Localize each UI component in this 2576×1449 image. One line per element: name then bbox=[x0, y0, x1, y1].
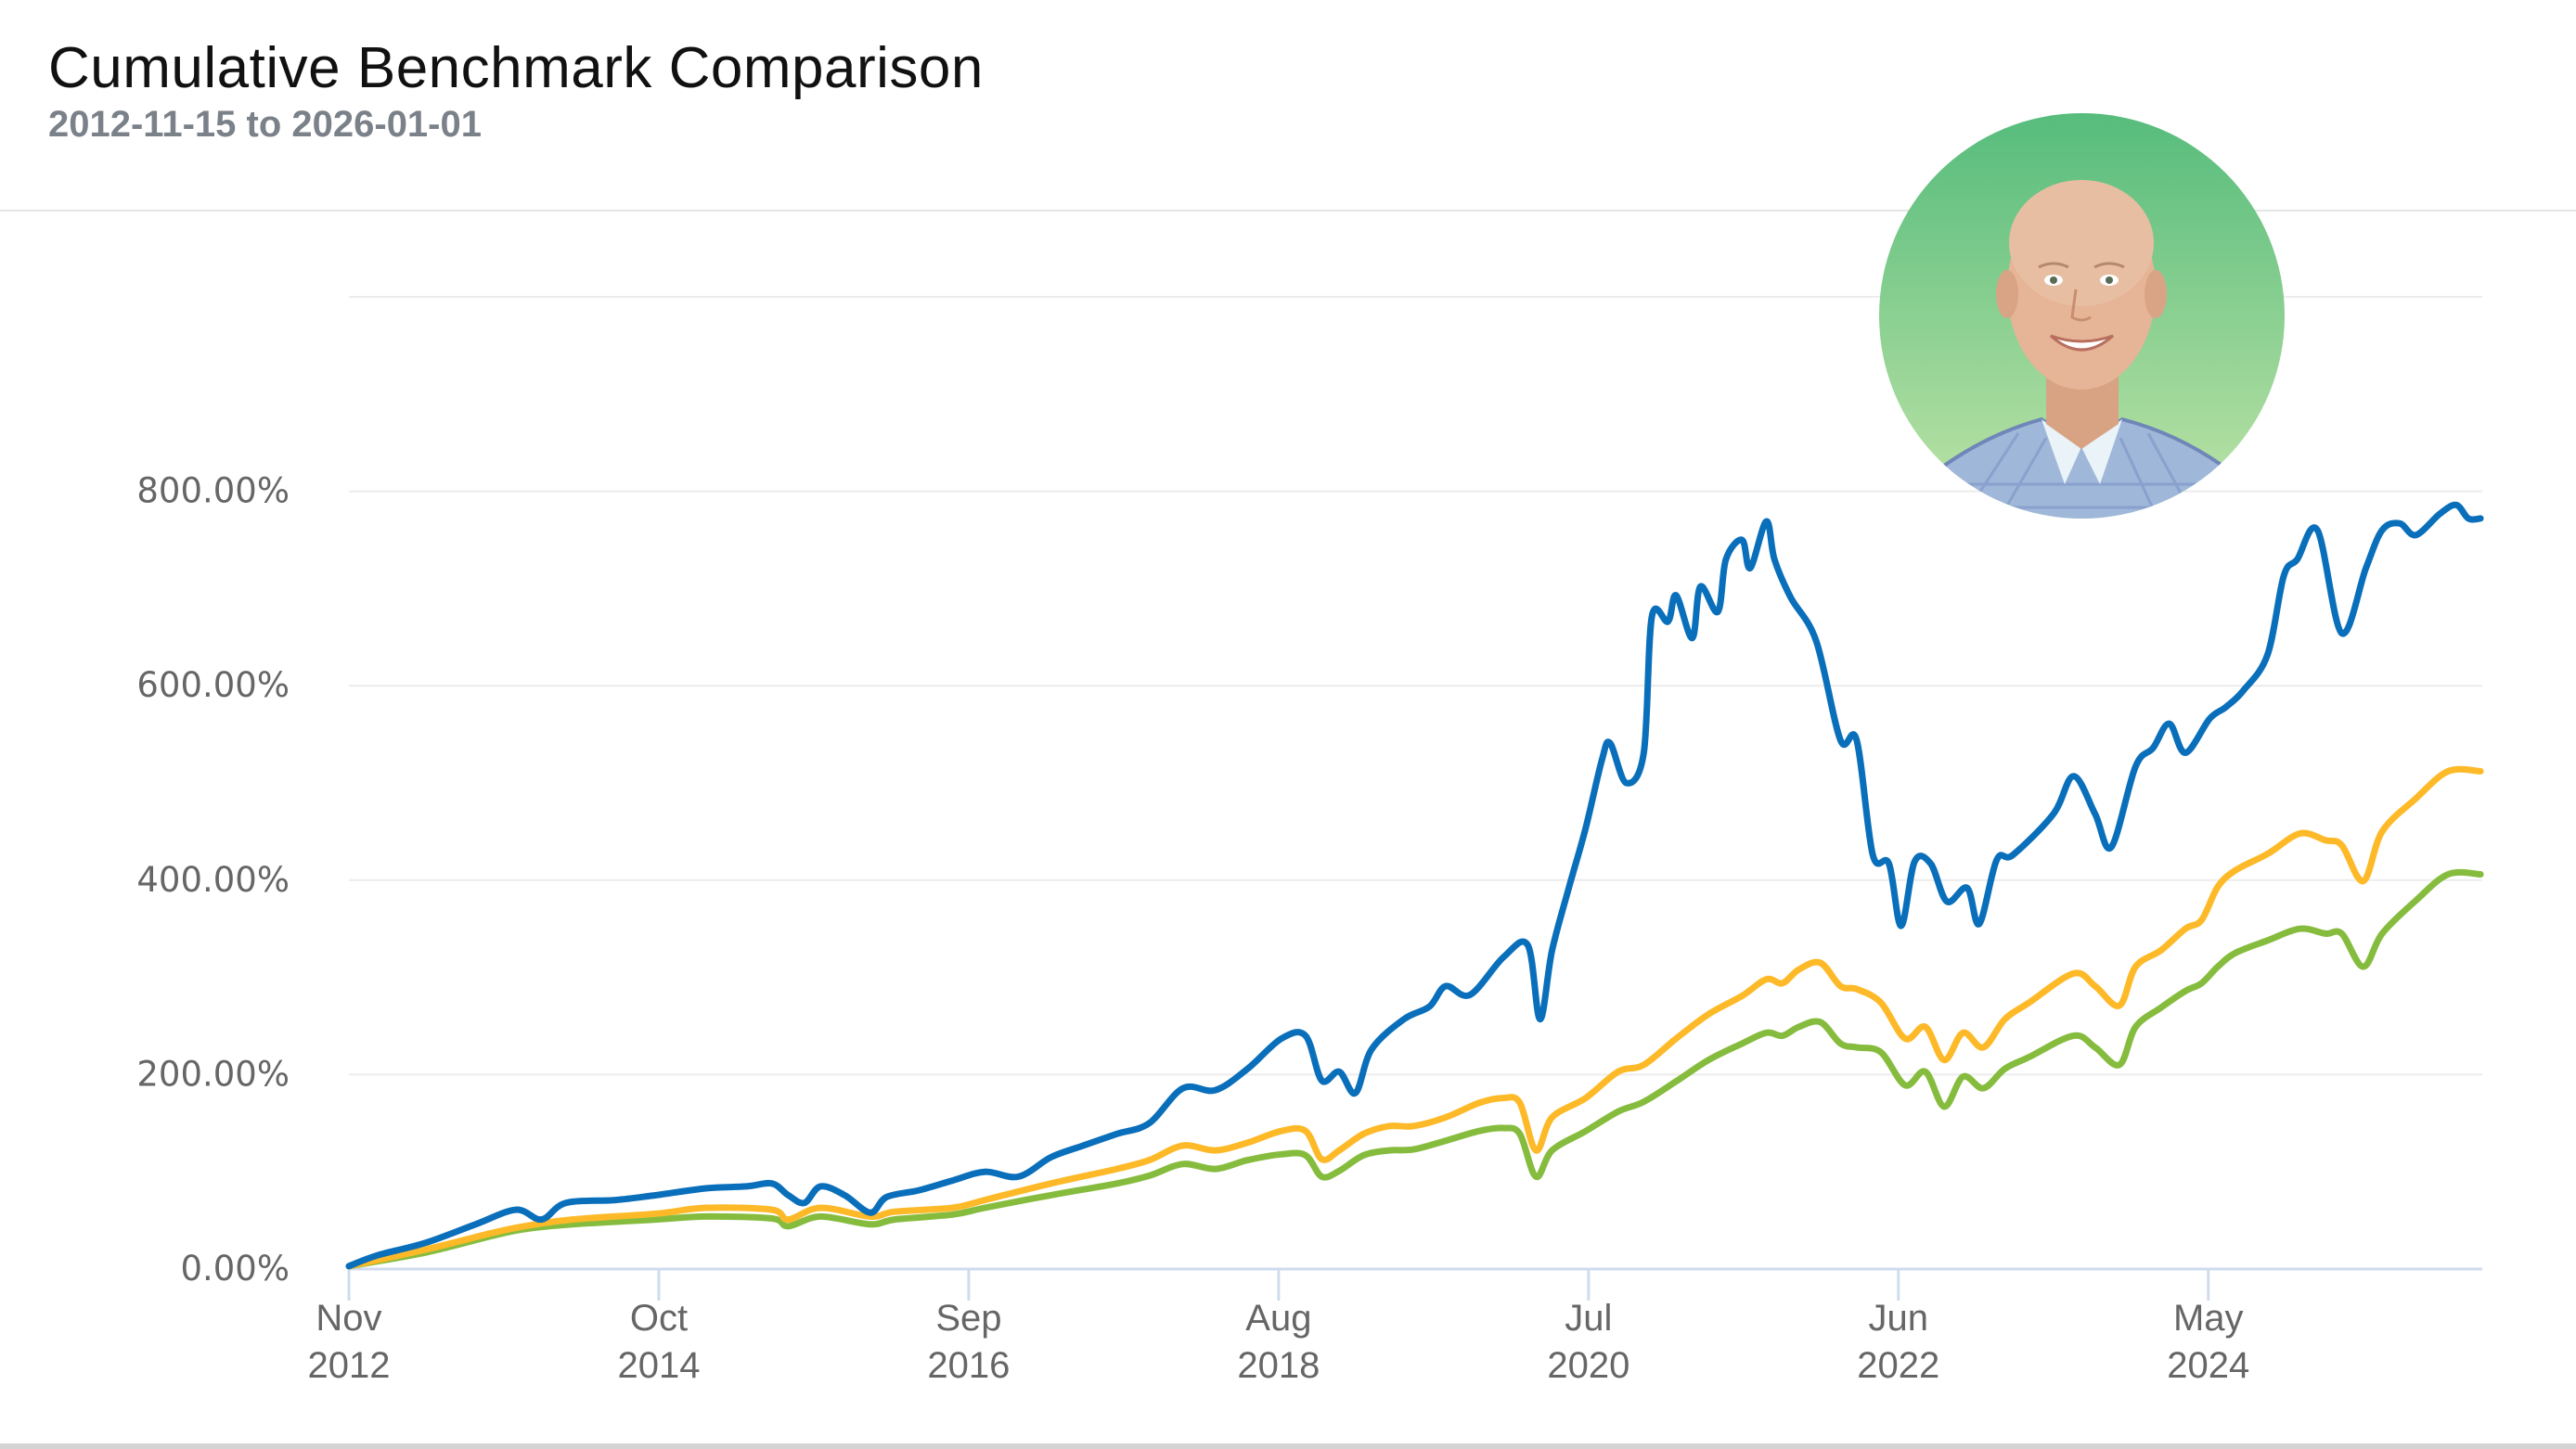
avatar bbox=[1879, 113, 2285, 519]
x-tick-month: Oct bbox=[630, 1298, 688, 1339]
y-tick-label: 200.00% bbox=[136, 1054, 290, 1094]
x-tick-year: 2014 bbox=[617, 1345, 700, 1386]
x-tick-month: Jun bbox=[1869, 1298, 1929, 1339]
x-tick-month: Nov bbox=[316, 1298, 381, 1339]
x-tick-month: May bbox=[2173, 1298, 2244, 1339]
x-tick-year: 2020 bbox=[1547, 1345, 1629, 1386]
x-tick-year: 2012 bbox=[308, 1345, 391, 1386]
chart-title: Cumulative Benchmark Comparison bbox=[48, 36, 984, 100]
y-tick-label: 400.00% bbox=[136, 860, 290, 900]
x-tick-year: 2024 bbox=[2167, 1345, 2249, 1386]
x-axis-labels: Nov 2012 Oct 2014 Sep 2016 Aug 2018 Jul 2020 Jun 20… bbox=[308, 1298, 2250, 1386]
person-photo-icon bbox=[1916, 180, 2250, 519]
y-tick-label: 0.00% bbox=[180, 1249, 290, 1289]
date-range-subtitle: 2012-11-15 to 2026-01-01 bbox=[48, 104, 482, 145]
bottom-divider bbox=[0, 1443, 2576, 1449]
y-tick-label: 600.00% bbox=[136, 665, 290, 705]
x-tick-year: 2016 bbox=[927, 1345, 1010, 1386]
series-lines bbox=[345, 501, 2484, 1270]
x-tick-year: 2022 bbox=[1857, 1345, 1939, 1386]
x-tick-year: 2018 bbox=[1237, 1345, 1320, 1386]
chart-header: Cumulative Benchmark Comparison 2012-11-… bbox=[0, 0, 2576, 212]
series-line-blue bbox=[345, 501, 2484, 1270]
x-axis bbox=[347, 1267, 2482, 1301]
x-tick-month: Aug bbox=[1245, 1298, 1311, 1339]
x-tick-month: Sep bbox=[935, 1298, 1001, 1339]
series-line-green bbox=[345, 868, 2484, 1270]
y-tick-label: 800.00% bbox=[136, 471, 290, 511]
x-tick-month: Jul bbox=[1565, 1298, 1612, 1339]
y-axis-labels: 0.00% 200.00% 400.00% 600.00% 800.00% bbox=[136, 471, 290, 1289]
series-line-orange bbox=[345, 765, 2484, 1270]
